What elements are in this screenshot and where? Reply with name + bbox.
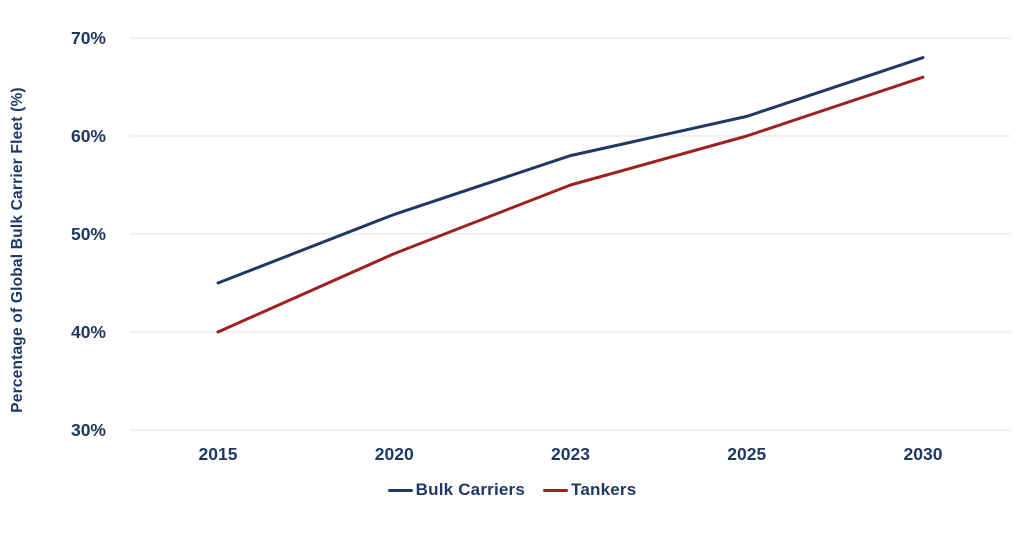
legend: Bulk Carriers Tankers	[0, 480, 1024, 500]
legend-item-bulk-carriers: Bulk Carriers	[387, 480, 526, 500]
x-tick-label-2025: 2025	[727, 444, 766, 464]
y-tick-label-40%: 40%	[71, 322, 106, 342]
legend-label-tankers: Tankers	[571, 480, 637, 499]
y-tick-label-50%: 50%	[71, 224, 106, 244]
series-line-tankers	[216, 75, 925, 334]
y-tick-label-30%: 30%	[71, 420, 106, 440]
legend-swatch-tankers	[543, 488, 569, 492]
x-tick-label-2023: 2023	[551, 444, 590, 464]
y-tick-label-70%: 70%	[71, 28, 106, 48]
legend-item-tankers: Tankers	[543, 480, 636, 500]
legend-label-bulk-carriers: Bulk Carriers	[415, 480, 526, 499]
x-tick-label-2030: 2030	[904, 444, 943, 464]
legend-swatch-bulk-carriers	[387, 488, 413, 492]
plot-area: 70% 60% 50% 40% 30% 2015 2020 2023 2025 2030 Perce…	[9, 28, 1011, 464]
x-tick-label-2015: 2015	[199, 444, 238, 464]
y-axis-title: Percentage of Global Bulk Carrier Fleet …	[9, 87, 26, 413]
x-tick-label-2020: 2020	[375, 444, 414, 464]
y-tick-label-60%: 60%	[71, 126, 106, 146]
series-line-bulk-carriers	[216, 56, 925, 285]
